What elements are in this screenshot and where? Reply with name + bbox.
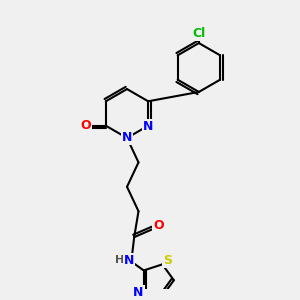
Text: O: O [153,219,164,232]
Text: N: N [133,286,144,299]
Text: N: N [143,120,153,133]
Text: Cl: Cl [192,26,206,40]
Text: H: H [115,255,124,265]
Text: O: O [80,119,91,132]
Text: S: S [163,254,172,267]
Text: N: N [122,131,132,144]
Text: N: N [124,254,134,267]
